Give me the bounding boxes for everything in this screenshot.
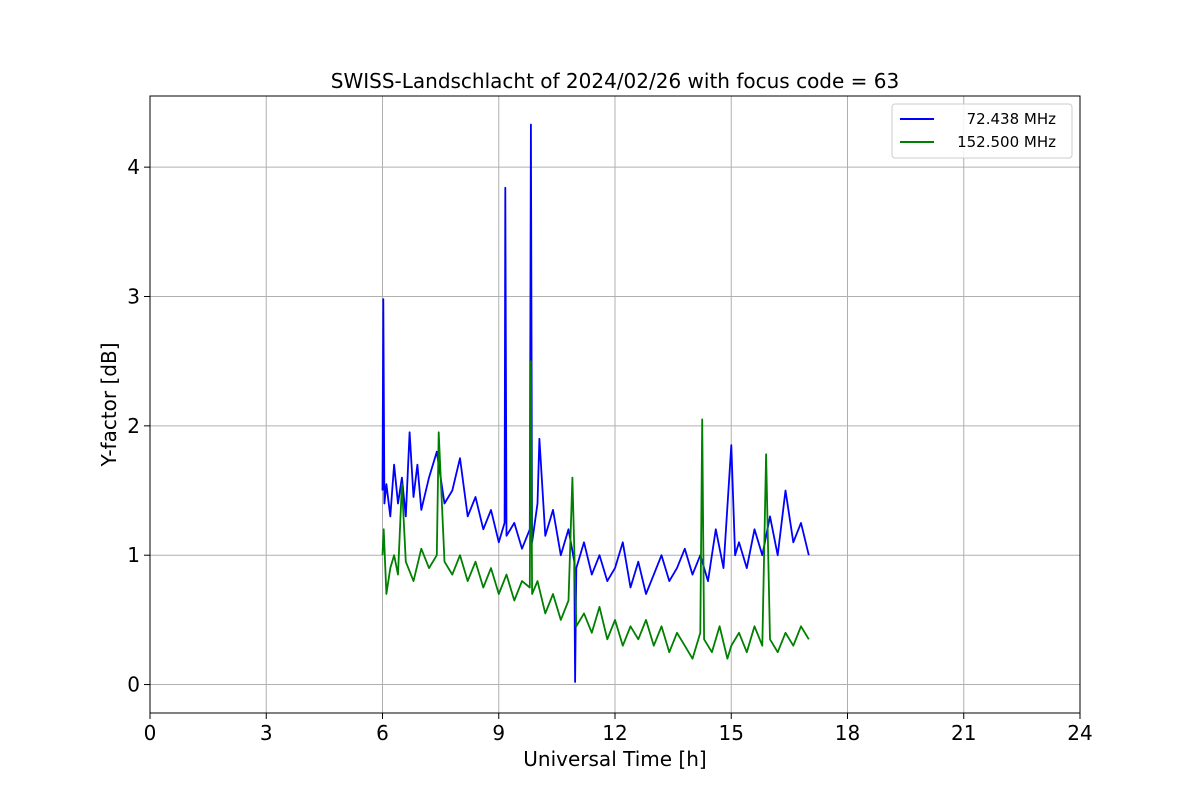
y-tick-label: 1 bbox=[127, 543, 140, 567]
y-axis-label: Y-factor [dB] bbox=[97, 342, 121, 467]
series-line-1 bbox=[381, 123, 810, 683]
series-line-2 bbox=[381, 360, 810, 660]
x-tick-label: 12 bbox=[602, 721, 627, 745]
chart-title: SWISS-Landschlacht of 2024/02/26 with fo… bbox=[331, 69, 899, 93]
x-tick-label: 21 bbox=[951, 721, 976, 745]
x-tick-label: 9 bbox=[492, 721, 505, 745]
x-tick-label: 0 bbox=[144, 721, 157, 745]
legend: 72.438 MHz 152.500 MHz bbox=[891, 103, 1073, 159]
y-tick-label: 0 bbox=[127, 673, 140, 697]
series-lines bbox=[381, 123, 810, 683]
y-tick-label: 4 bbox=[127, 155, 140, 179]
x-tick-label: 18 bbox=[835, 721, 860, 745]
x-tick-label: 24 bbox=[1067, 721, 1092, 745]
y-tick-label: 3 bbox=[127, 284, 140, 308]
legend-box bbox=[891, 103, 1073, 159]
x-tick-label: 6 bbox=[376, 721, 389, 745]
legend-label-1: 72.438 MHz bbox=[967, 110, 1056, 128]
y-tick-label: 2 bbox=[127, 414, 140, 438]
x-tick-label: 15 bbox=[719, 721, 744, 745]
x-tick-label: 3 bbox=[260, 721, 273, 745]
x-axis-label: Universal Time [h] bbox=[523, 747, 706, 771]
legend-label-2: 152.500 MHz bbox=[957, 133, 1056, 151]
